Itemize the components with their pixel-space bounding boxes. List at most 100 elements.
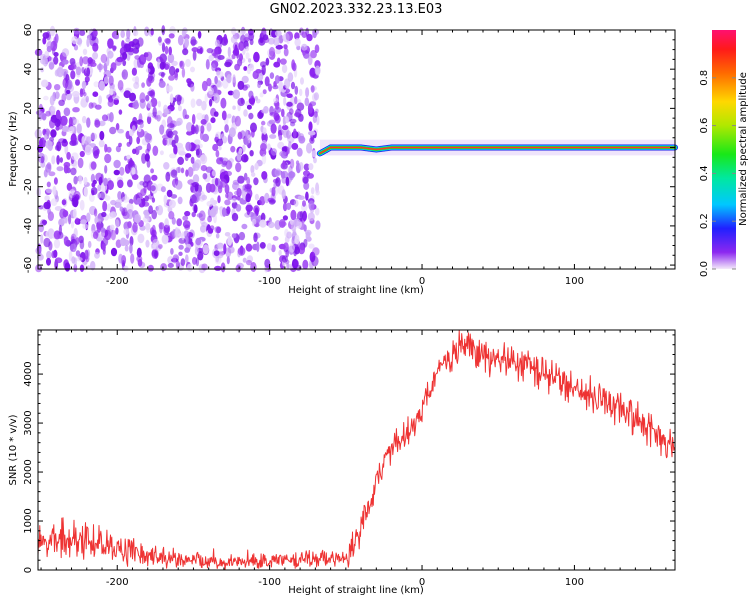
noise-blob xyxy=(145,148,150,155)
noise-blob xyxy=(299,88,303,97)
noise-blob xyxy=(108,75,114,86)
noise-blob xyxy=(61,199,67,206)
noise-blob xyxy=(299,162,304,171)
noise-blob xyxy=(308,163,314,171)
noise-blob xyxy=(262,127,267,135)
y-tick-label: 0 xyxy=(23,144,34,150)
noise-blob xyxy=(145,239,150,248)
noise-blob xyxy=(123,228,129,235)
noise-blob xyxy=(71,256,76,264)
noise-blob xyxy=(224,199,231,206)
noise-blob xyxy=(213,250,220,257)
noise-blob xyxy=(289,158,295,169)
noise-blob xyxy=(136,136,141,145)
noise-blob xyxy=(194,124,199,135)
y-tick-label: 2000 xyxy=(23,459,34,484)
noise-blob xyxy=(131,167,136,175)
noise-blob xyxy=(103,62,108,72)
noise-blob xyxy=(236,151,242,162)
noise-blob xyxy=(308,130,316,136)
noise-blob xyxy=(312,247,320,256)
noise-blob xyxy=(306,33,313,42)
noise-blob xyxy=(92,42,99,52)
noise-blob xyxy=(190,98,196,108)
noise-blob xyxy=(285,176,290,187)
noise-blob xyxy=(72,107,80,113)
noise-blob xyxy=(61,48,70,57)
noise-blob xyxy=(120,237,127,247)
noise-blob xyxy=(50,198,58,207)
noise-blob xyxy=(96,63,104,71)
noise-blob xyxy=(69,243,77,253)
noise-blob xyxy=(262,89,267,95)
noise-blob xyxy=(150,185,156,192)
noise-blob xyxy=(110,229,116,241)
noise-blob xyxy=(141,82,146,88)
noise-blob xyxy=(224,124,229,133)
noise-blob xyxy=(58,224,63,236)
noise-blob xyxy=(112,95,120,100)
noise-blob xyxy=(216,157,224,165)
noise-blob xyxy=(118,109,123,115)
noise-blob xyxy=(264,76,270,87)
noise-blob xyxy=(227,235,233,246)
snr-x-ticks: -200 -100 0 100 xyxy=(40,330,667,588)
noise-blob xyxy=(158,222,165,230)
noise-blob xyxy=(64,262,71,272)
noise-blob xyxy=(184,247,191,253)
noise-blob xyxy=(81,136,85,146)
noise-blob xyxy=(281,255,288,263)
noise-blob xyxy=(309,137,315,144)
noise-blob xyxy=(197,30,202,39)
noise-blob xyxy=(56,67,64,78)
noise-blob xyxy=(289,243,295,253)
noise-blob xyxy=(161,234,169,245)
noise-blob xyxy=(177,145,185,156)
noise-blob xyxy=(178,251,183,256)
colorbar: 0.0 0.2 0.4 0.6 0.8 Normalized spectral ampl… xyxy=(699,30,749,277)
noise-blob xyxy=(44,195,50,202)
noise-blob xyxy=(73,264,78,273)
noise-blob xyxy=(100,53,108,64)
noise-blob xyxy=(220,178,227,188)
noise-blob xyxy=(273,97,279,104)
noise-blob xyxy=(294,234,300,245)
noise-blob xyxy=(251,172,256,178)
noise-blob xyxy=(131,174,139,180)
noise-blob xyxy=(227,246,235,254)
colorbar-ticks: 0.0 0.2 0.4 0.6 0.8 xyxy=(699,70,736,277)
noise-blob xyxy=(192,50,197,61)
noise-blob xyxy=(166,138,171,146)
noise-blob xyxy=(178,244,184,250)
noise-blob xyxy=(214,39,220,47)
noise-blob xyxy=(302,200,306,207)
noise-blob xyxy=(284,236,290,243)
noise-blob xyxy=(184,235,189,245)
noise-blob xyxy=(167,256,174,265)
noise-blob xyxy=(128,198,134,205)
noise-blob xyxy=(115,219,120,229)
noise-blob xyxy=(259,37,264,44)
noise-blob xyxy=(210,197,215,205)
x-tick-label: -100 xyxy=(258,276,281,287)
noise-blob xyxy=(288,171,296,179)
noise-blob xyxy=(189,194,197,204)
noise-blob xyxy=(115,145,121,153)
noise-blob xyxy=(45,163,52,173)
noise-blob xyxy=(285,249,290,258)
noise-blob xyxy=(304,97,310,107)
noise-blob xyxy=(274,30,282,37)
noise-blob xyxy=(163,194,168,205)
noise-blob xyxy=(174,134,179,144)
noise-blob xyxy=(41,79,49,88)
noise-blob xyxy=(152,106,157,118)
noise-blob xyxy=(130,253,135,264)
noise-blob xyxy=(48,61,55,70)
noise-blob xyxy=(112,45,117,52)
noise-blob xyxy=(132,101,139,110)
noise-blob xyxy=(117,80,124,91)
noise-blob xyxy=(250,95,255,106)
noise-blob xyxy=(46,41,54,50)
noise-blob xyxy=(251,128,255,138)
